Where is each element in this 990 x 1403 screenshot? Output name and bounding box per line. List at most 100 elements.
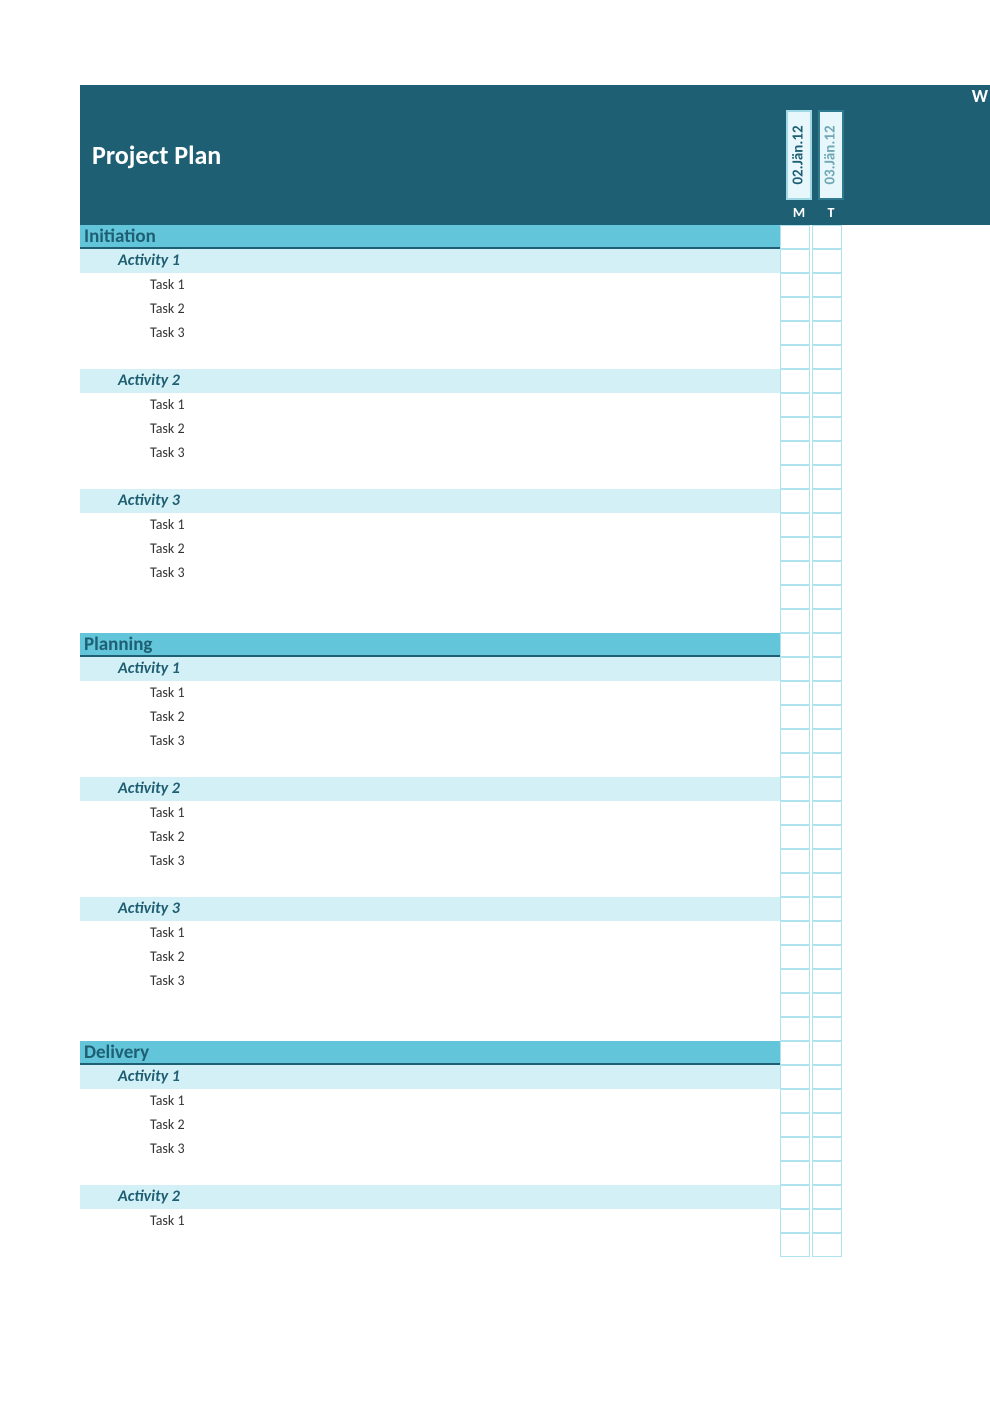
timeline-cell <box>812 249 842 273</box>
activity-row: Activity 1 <box>80 249 990 273</box>
timeline-cell <box>780 801 810 825</box>
timeline-cell <box>812 465 842 489</box>
timeline-cell <box>812 609 842 633</box>
day-label: M <box>793 204 805 221</box>
timeline-cell <box>812 369 842 393</box>
timeline-cell <box>812 345 842 369</box>
timeline-cell <box>780 1209 810 1233</box>
timeline-cell <box>812 633 842 657</box>
timeline-cell <box>780 1161 810 1185</box>
timeline-cell <box>780 633 810 657</box>
activity-row: Activity 3 <box>80 489 990 513</box>
task-row: Task 3 <box>80 1137 990 1161</box>
task-row-label: Task 2 <box>80 945 780 969</box>
timeline-cell <box>812 657 842 681</box>
task-row: Task 3 <box>80 321 990 345</box>
task-row-label: Task 1 <box>80 513 780 537</box>
task-row-label: Task 2 <box>80 705 780 729</box>
task-row: Task 3 <box>80 729 990 753</box>
task-row: Task 1 <box>80 921 990 945</box>
task-row: Task 1 <box>80 801 990 825</box>
timeline-cell <box>812 441 842 465</box>
task-row-label: Task 1 <box>80 1209 780 1233</box>
spacer-row <box>80 993 990 1017</box>
phase-row-label: Planning <box>80 633 780 657</box>
date-column: 03.Jän.12 T <box>816 110 846 221</box>
timeline-cell <box>780 657 810 681</box>
timeline-cell <box>780 369 810 393</box>
task-row-label: Task 3 <box>80 441 780 465</box>
timeline-cell <box>780 873 810 897</box>
timeline-cell <box>812 921 842 945</box>
date-column: 02.Jän.12M <box>784 110 814 221</box>
timeline-cell <box>780 921 810 945</box>
phase-row-label: Delivery <box>80 1041 780 1065</box>
timeline-cell <box>812 1185 842 1209</box>
task-row: Task 1 <box>80 393 990 417</box>
task-row-label: Task 2 <box>80 825 780 849</box>
timeline-cell <box>812 489 842 513</box>
timeline-cell <box>780 729 810 753</box>
timeline-cell <box>780 249 810 273</box>
task-row-label: Task 3 <box>80 561 780 585</box>
task-row: Task 3 <box>80 969 990 993</box>
timeline-cell <box>780 513 810 537</box>
task-row-label: Task 1 <box>80 921 780 945</box>
timeline-cell <box>812 825 842 849</box>
timeline-cell <box>780 1113 810 1137</box>
activity-row-label: Activity 2 <box>80 777 780 801</box>
date-box: 03.Jän.12 <box>818 110 844 200</box>
timeline-cell <box>780 489 810 513</box>
timeline-cell <box>812 321 842 345</box>
timeline-cell <box>780 1185 810 1209</box>
task-row-label: Task 3 <box>80 321 780 345</box>
timeline-cell <box>780 825 810 849</box>
timeline-cell <box>812 1089 842 1113</box>
spacer-row <box>80 1161 990 1185</box>
timeline-cell <box>812 1041 842 1065</box>
timeline-cell <box>780 1041 810 1065</box>
task-row-label: Task 2 <box>80 297 780 321</box>
spacer-row-label <box>80 993 780 1017</box>
task-row: Task 2 <box>80 537 990 561</box>
timeline-cell <box>812 681 842 705</box>
task-row-label: Task 2 <box>80 1113 780 1137</box>
timeline-cell <box>812 1113 842 1137</box>
activity-row-label: Activity 3 <box>80 489 780 513</box>
timeline-cell <box>780 537 810 561</box>
activity-row: Activity 2 <box>80 369 990 393</box>
phase-row: Delivery <box>80 1041 990 1065</box>
timeline-cell <box>780 681 810 705</box>
spacer-row <box>80 465 990 489</box>
timeline-cell <box>812 1233 842 1257</box>
activity-row: Activity 1 <box>80 1065 990 1089</box>
spacer-row-label <box>80 465 780 489</box>
timeline-cell <box>812 561 842 585</box>
timeline-cell <box>812 993 842 1017</box>
task-row-label: Task 1 <box>80 273 780 297</box>
task-row-label: Task 2 <box>80 537 780 561</box>
timeline-cell <box>780 441 810 465</box>
activity-row-label: Activity 1 <box>80 657 780 681</box>
project-plan-page: Project Plan W 02.Jän.12M03.Jän.12T Init… <box>0 0 990 1257</box>
phase-row: Initiation <box>80 225 990 249</box>
week-label: W <box>972 85 988 107</box>
task-row: Task 1 <box>80 1089 990 1113</box>
timeline-cell <box>812 897 842 921</box>
activity-row: Activity 1 <box>80 657 990 681</box>
day-label: T <box>828 204 835 221</box>
timeline-cell <box>780 897 810 921</box>
task-row: Task 2 <box>80 825 990 849</box>
timeline-cell <box>780 345 810 369</box>
task-row: Task 2 <box>80 417 990 441</box>
spacer-row <box>80 1017 990 1041</box>
timeline-cell <box>812 513 842 537</box>
timeline-cell <box>812 873 842 897</box>
task-row-label: Task 3 <box>80 1137 780 1161</box>
timeline-cell <box>780 849 810 873</box>
activity-row-label: Activity 1 <box>80 1065 780 1089</box>
task-row-label: Task 1 <box>80 681 780 705</box>
timeline-cell <box>780 273 810 297</box>
timeline-cell <box>812 849 842 873</box>
spacer-row-label <box>80 345 780 369</box>
